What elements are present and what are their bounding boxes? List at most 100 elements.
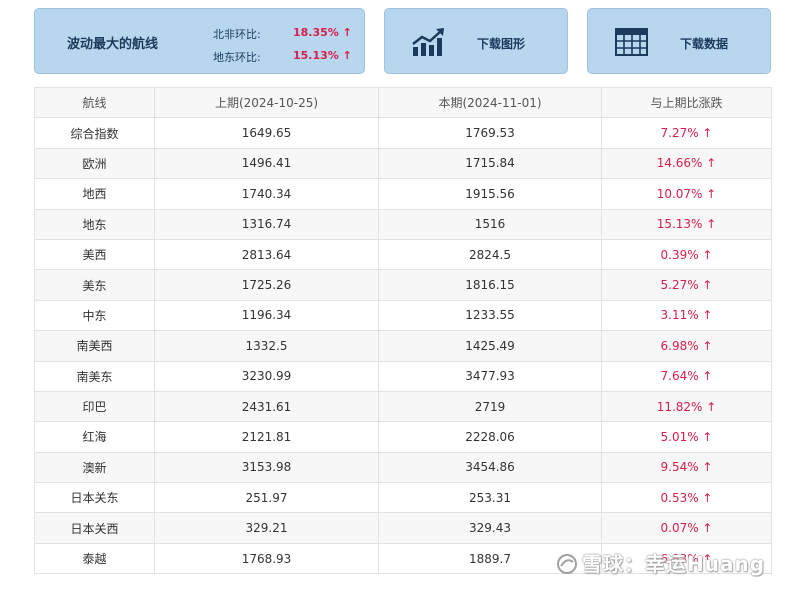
header-change: 与上期比涨跌 [601, 86, 772, 119]
cell-curr: 1425.49 [378, 330, 602, 362]
table-row: 日本关东 251.97 253.31 0.53% ↑ [34, 482, 772, 514]
max-volatility-title: 波动最大的航线 [67, 37, 159, 52]
cell-curr: 329.43 [378, 512, 602, 544]
table-row: 泰越 1768.93 1889.7 6.83% ↑ [34, 542, 772, 575]
cell-curr: 1769.53 [378, 117, 602, 149]
cell-change: 11.82% ↑ [601, 390, 772, 423]
cell-prev: 251.97 [154, 482, 379, 514]
cell-change: 15.13% ↑ [601, 208, 772, 240]
cell-prev: 1649.65 [154, 117, 379, 149]
cell-route: 澳新 [34, 451, 155, 484]
cell-change: 5.01% ↑ [601, 421, 772, 453]
header-curr: 本期(2024-11-01) [378, 86, 602, 119]
cell-route: 美东 [34, 269, 155, 301]
table-row: 地西 1740.34 1915.56 10.07% ↑ [34, 178, 772, 210]
cell-route: 中东 [34, 299, 155, 332]
up-arrow-icon: ↑ [342, 49, 352, 62]
cell-route: 地东 [34, 208, 155, 240]
cell-prev: 1316.74 [154, 208, 379, 240]
cell-prev: 3230.99 [154, 360, 379, 392]
table-row: 南美东 3230.99 3477.93 7.64% ↑ [34, 360, 772, 392]
cell-curr: 1516 [378, 208, 602, 240]
table-row: 美西 2813.64 2824.5 0.39% ↑ [34, 238, 772, 271]
cell-prev: 1196.34 [154, 299, 379, 332]
cell-curr: 2824.5 [378, 238, 602, 271]
table-row: 综合指数 1649.65 1769.53 7.27% ↑ [34, 117, 772, 149]
cell-change: 7.27% ↑ [601, 117, 772, 149]
cell-change: 6.98% ↑ [601, 330, 772, 362]
cell-curr: 253.31 [378, 482, 602, 514]
table-row: 印巴 2431.61 2719 11.82% ↑ [34, 390, 772, 423]
stat-north-africa: 北非环比: 18.35% ↑ [213, 26, 353, 42]
cell-change: 0.39% ↑ [601, 238, 772, 271]
cell-curr: 3454.86 [378, 451, 602, 484]
cell-curr: 1233.55 [378, 299, 602, 332]
table-row: 日本关西 329.21 329.43 0.07% ↑ [34, 512, 772, 544]
table-row: 红海 2121.81 2228.06 5.01% ↑ [34, 421, 772, 453]
download-data-button[interactable]: 下载数据 [587, 8, 771, 74]
download-data-label: 下载数据 [680, 37, 729, 51]
cell-curr: 2228.06 [378, 421, 602, 453]
max-volatility-card: 波动最大的航线 北非环比: 18.35% ↑ 地东环比: 15.13% ↑ [34, 8, 365, 74]
cell-route: 印巴 [34, 390, 155, 423]
cell-route: 红海 [34, 421, 155, 453]
cell-prev: 1740.34 [154, 178, 379, 210]
download-chart-button[interactable]: 下载图形 [384, 8, 568, 74]
table-row: 欧洲 1496.41 1715.84 14.66% ↑ [34, 147, 772, 180]
cell-route: 南美西 [34, 330, 155, 362]
header-route: 航线 [34, 86, 155, 119]
cell-prev: 1496.41 [154, 147, 379, 180]
table-row: 澳新 3153.98 3454.86 9.54% ↑ [34, 451, 772, 484]
cell-route: 南美东 [34, 360, 155, 392]
watermark: 雪球：幸运Huang [556, 548, 765, 577]
cell-curr: 2719 [378, 390, 602, 423]
cell-route: 欧洲 [34, 147, 155, 180]
cell-change: 7.64% ↑ [601, 360, 772, 392]
cell-curr: 1889.7 [378, 542, 602, 575]
cell-route: 美西 [34, 238, 155, 271]
table-row: 中东 1196.34 1233.55 3.11% ↑ [34, 299, 772, 332]
up-arrow-icon: ↑ [342, 26, 352, 39]
stat-label: 地东环比: [213, 51, 261, 64]
cell-prev: 2121.81 [154, 421, 379, 453]
stat-med-east: 地东环比: 15.13% ↑ [213, 49, 353, 65]
cell-route: 泰越 [34, 542, 155, 575]
table-row: 地东 1316.74 1516 15.13% ↑ [34, 208, 772, 240]
cell-prev: 2813.64 [154, 238, 379, 271]
cell-curr: 1915.56 [378, 178, 602, 210]
cell-change: 9.54% ↑ [601, 451, 772, 484]
cell-prev: 3153.98 [154, 451, 379, 484]
cell-prev: 1768.93 [154, 542, 379, 575]
cell-route: 日本关西 [34, 512, 155, 544]
header-prev: 上期(2024-10-25) [154, 86, 379, 119]
stat-value: 15.13% ↑ [293, 49, 352, 62]
download-chart-label: 下载图形 [477, 37, 526, 51]
cell-prev: 329.21 [154, 512, 379, 544]
cell-prev: 1725.26 [154, 269, 379, 301]
stat-value: 18.35% ↑ [293, 26, 352, 39]
cell-change: 10.07% ↑ [601, 178, 772, 210]
route-index-table: 航线 上期(2024-10-25) 本期(2024-11-01) 与上期比涨跌 … [34, 86, 772, 575]
cell-curr: 1715.84 [378, 147, 602, 180]
cell-change: 6.83% ↑ [601, 542, 772, 575]
cell-change: 0.07% ↑ [601, 512, 772, 544]
cell-change: 0.53% ↑ [601, 482, 772, 514]
stat-label: 北非环比: [213, 28, 261, 41]
cell-curr: 3477.93 [378, 360, 602, 392]
cell-prev: 2431.61 [154, 390, 379, 423]
chart-trend-icon [412, 28, 444, 56]
table-row: 南美西 1332.5 1425.49 6.98% ↑ [34, 330, 772, 362]
table-grid-icon [615, 28, 648, 56]
watermark-text: 雪球：幸运Huang [582, 552, 766, 576]
cell-change: 14.66% ↑ [601, 147, 772, 180]
table-row: 美东 1725.26 1816.15 5.27% ↑ [34, 269, 772, 301]
cell-curr: 1816.15 [378, 269, 602, 301]
cell-change: 5.27% ↑ [601, 269, 772, 301]
cell-change: 3.11% ↑ [601, 299, 772, 332]
cell-prev: 1332.5 [154, 330, 379, 362]
cell-route: 日本关东 [34, 482, 155, 514]
cell-route: 综合指数 [34, 117, 155, 149]
snowball-logo-icon [557, 554, 577, 574]
cell-route: 地西 [34, 178, 155, 210]
